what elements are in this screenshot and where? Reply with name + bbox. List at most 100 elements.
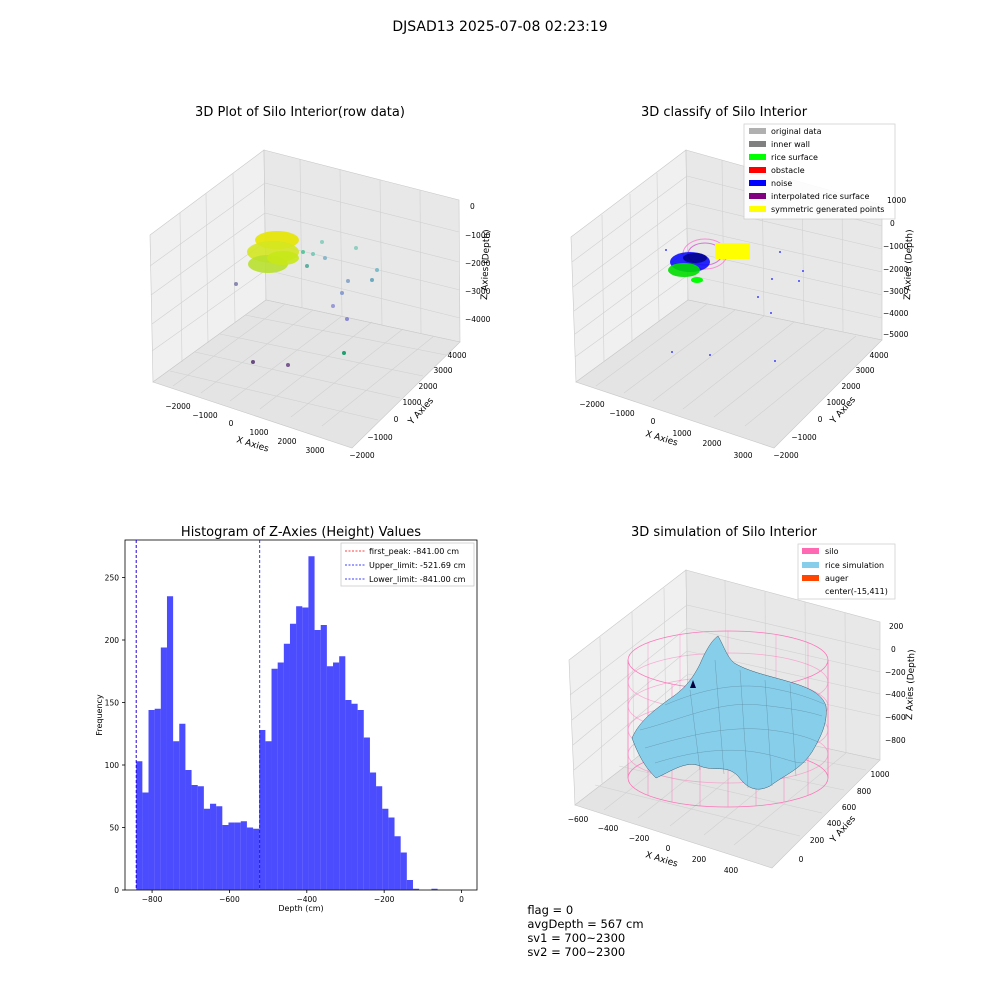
histogram-bar [265,741,272,890]
histogram-bar [210,803,217,890]
simulation-z-tick: −600 [885,713,906,722]
simulation-z-label: Z Axies (Depth) [905,649,917,720]
histogram-x-tick: −600 [219,895,240,904]
histogram-bar [277,662,284,890]
histogram-bar [357,710,364,890]
simulation-z-tick: −800 [885,736,906,745]
classify-x-tick: −2000 [579,400,605,409]
histogram-vlines [135,540,261,890]
histogram-bar [136,761,143,890]
histogram-x-tick: −800 [142,895,163,904]
raw-scatter-points [234,240,379,367]
histogram-chart: Histogram of Z-Axies (Height) Values −80… [95,525,478,913]
histogram-bar [376,786,383,890]
histogram-bar [369,772,377,890]
histogram-bar [289,623,297,890]
histogram-bar [246,827,254,890]
simulation-z-ticks: 200 0 −200 −400 −600 −800 [885,622,906,745]
histogram-bar [191,785,198,890]
raw-z-ticks: 0 −1000 −2000 −3000 −4000 [465,202,491,324]
classify-z-tick: 1000 [887,196,906,205]
legend-label: rice surface [771,153,818,162]
histogram-legend-label: Lower_limit: -841.00 cm [369,575,466,584]
raw-y-tick: 0 [394,415,399,424]
classify-x-tick: −1000 [609,409,635,418]
histogram-bar [271,668,278,890]
simulation-y-tick: 1000 [870,770,889,779]
simulation-x-label: X Axies [644,850,679,869]
raw-z-tick: −2000 [465,259,491,268]
raw-x-tick: −2000 [165,402,191,411]
flag-text: flag = 0 [527,903,574,917]
simulation-x-tick: 0 [666,844,671,853]
histogram-bar [333,662,340,890]
histogram-y-label: Frequency [95,694,104,736]
simulation-y-tick: 200 [810,836,825,845]
histogram-bar [351,703,358,890]
raw-x-ticks: −2000 −1000 0 1000 2000 3000 [165,402,324,455]
legend-swatch-auger [802,575,819,581]
legend-label: silo [825,547,839,556]
figure-title: DJSAD13 2025-07-08 02:23:19 [392,19,607,35]
classify-3d-panel: 3D classify of Silo Interior [570,105,915,460]
histogram-y-tick: 250 [105,574,120,583]
histogram-y-tick: 150 [105,699,120,708]
raw-z-tick: 0 [470,202,475,211]
classify-x-tick: 3000 [733,451,752,460]
legend-swatch-rice [802,562,819,568]
histogram-bar [296,606,303,890]
histogram-bar [228,822,235,890]
simulation-y-tick: 600 [842,803,857,812]
legend-label: interpolated rice surface [771,192,869,201]
histogram-bar [197,786,204,890]
histogram-bar [314,630,321,890]
legend-label: inner wall [771,140,810,149]
raw-3d-panel: 3D Plot of Silo Interior(row data) [149,105,492,460]
classify-z-ticks: 1000 0 −1000 −2000 −3000 −4000 −5000 [883,196,909,339]
raw-x-tick: 2000 [277,437,296,446]
sv2-text: sv2 = 700~2300 [527,945,626,959]
classify-x-tick: 0 [651,417,656,426]
legend-swatch-rice-surface [749,154,766,160]
histogram-y-tick: 100 [105,761,120,770]
classify-z-tick: −4000 [883,309,909,318]
histogram-bar [179,723,186,890]
histogram-x-ticks: −800 −600 −400 −200 0 [142,890,464,904]
histogram-bar [234,822,241,890]
histogram-bar [320,625,327,890]
raw-floor-pane [152,299,461,449]
simulation-x-tick: −600 [568,815,589,824]
raw-y-tick: 1000 [402,398,421,407]
raw-z-tick: −4000 [465,315,491,324]
histogram-bar [339,656,346,890]
simulation-y-tick: 0 [799,855,804,864]
simulation-x-tick: −200 [629,834,650,843]
raw-3d-title: 3D Plot of Silo Interior(row data) [195,105,405,120]
classify-y-ticks: −2000 −1000 0 1000 2000 3000 4000 [773,351,888,460]
avg-depth-text: avgDepth = 567 cm [527,917,644,931]
classify-y-tick: 2000 [841,382,860,391]
histogram-y-tick: 200 [105,636,120,645]
histogram-y-tick: 0 [114,886,119,895]
legend-swatch-interpolated [749,193,766,199]
legend-label: symmetric generated points [771,205,884,214]
histogram-title: Histogram of Z-Axies (Height) Values [181,525,421,540]
classify-y-tick: 3000 [855,366,874,375]
classify-y-tick: 1000 [826,398,845,407]
auger-marker [690,680,696,688]
legend-label: center(-15,411) [825,587,888,596]
status-footer: flag = 0 avgDepth = 567 cm sv1 = 700~230… [520,889,654,959]
simulation-x-tick: −400 [598,824,619,833]
classify-3d-title: 3D classify of Silo Interior [641,105,808,120]
classify-z-tick: −3000 [883,287,909,296]
legend-swatch-symmetric [749,206,766,212]
raw-y-tick: 3000 [433,366,452,375]
simulation-z-tick: −200 [885,668,906,677]
histogram-bars [136,556,438,890]
histogram-bar [185,770,192,890]
simulation-y-ticks: 0 200 400 600 800 1000 [799,770,890,864]
histogram-bar [203,808,211,890]
raw-x-tick: 1000 [249,428,268,437]
histogram-bar [259,730,266,890]
simulation-x-ticks: −600 −400 −200 0 200 400 [568,815,739,875]
